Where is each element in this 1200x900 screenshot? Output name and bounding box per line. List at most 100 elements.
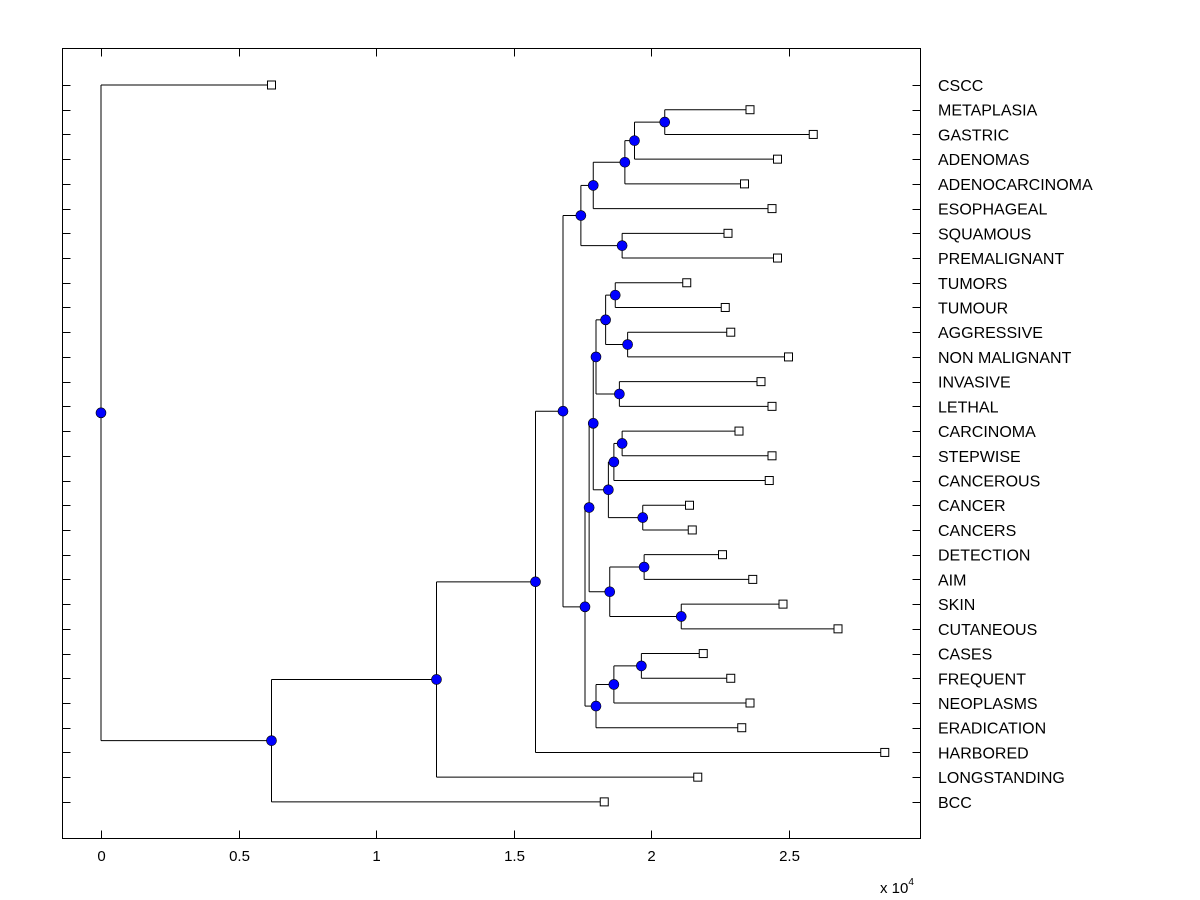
leaf-label: ADENOMAS [938,152,1030,169]
node-marker [636,660,647,672]
leaf-marker [734,426,744,436]
node-marker [583,502,595,513]
leaf-label: SKIN [938,597,975,614]
x-tick-label: 0.5 [229,848,250,865]
leaf-marker [720,302,730,312]
leaf-label: CANCEROUS [938,474,1040,491]
node-marker [608,679,620,690]
leaf-marker [764,476,774,486]
leaf-marker [767,451,777,461]
node-marker [266,735,277,746]
leaf-label: HARBORED [938,745,1029,762]
leaf-marker [726,327,736,337]
leaf-marker [693,772,703,782]
node-marker [600,314,611,326]
leaf-marker [745,698,755,708]
leaf-label: ESOPHAGEAL [938,202,1047,219]
leaf-label: NEOPLASMS [938,696,1038,713]
leaf-marker [740,179,749,189]
node-marker [619,156,631,168]
leaf-label: STEPWISE [938,449,1021,466]
node-marker [604,586,616,598]
dendrogram-leaves [267,80,890,807]
node-marker [675,611,687,622]
node-marker [616,240,628,251]
node-marker [579,601,591,613]
leaf-label: ADENOCARCINOMA [938,177,1093,194]
x-axis-multiplier-base: x 10 [880,880,908,897]
leaf-label: TUMOUR [938,300,1008,317]
node-marker [431,674,442,685]
leaf-marker [682,278,692,288]
leaf-marker [748,574,758,584]
node-marker [557,405,569,417]
leaf-marker [880,747,890,757]
x-tick-label: 1.5 [504,848,525,865]
leaf-marker [756,377,766,387]
node-marker [590,700,602,712]
node-marker [616,438,628,449]
node-marker [614,388,625,400]
node-marker [659,116,671,128]
leaf-marker [599,797,609,807]
leaf-label: BCC [938,795,972,812]
leaf-label: CUTANEOUS [938,622,1037,639]
leaf-label: SQUAMOUS [938,226,1031,243]
node-marker [530,576,541,588]
x-tick-label: 0 [97,848,105,865]
leaf-label: GASTRIC [938,127,1009,144]
x-tick-label: 2 [647,848,655,865]
leaf-marker [784,352,793,362]
node-marker [637,512,649,523]
node-marker [587,418,599,429]
dendrogram-nodes [95,116,687,746]
node-marker [590,351,602,363]
leaf-label: LONGSTANDING [938,770,1065,787]
node-marker [95,407,107,419]
leaf-marker [685,500,694,510]
x-axis-multiplier-exponent: 4 [908,877,914,888]
leaf-label: CANCERS [938,523,1016,540]
leaf-marker [745,105,755,115]
node-marker [638,561,650,573]
leaf-label: INVASIVE [938,375,1011,392]
leaf-label: LETHAL [938,399,999,416]
leaf-marker [808,129,818,139]
leaf-label: FREQUENT [938,671,1026,688]
leaf-marker [737,723,747,733]
leaf-label: DETECTION [938,548,1030,565]
leaf-marker [698,649,708,659]
leaf-marker [767,401,777,411]
leaf-marker [687,525,697,535]
leaf-marker [723,228,733,238]
x-axis-multiplier: x 104 [880,877,914,897]
node-marker [629,135,640,146]
node-marker [609,289,621,301]
leaf-marker [778,599,788,609]
leaf-marker [773,154,782,164]
leaf-marker [767,204,777,214]
x-tick-labels: 0 0.5 1 1.5 2 2.5 [97,848,800,865]
node-marker [608,456,620,468]
leaf-marker [833,624,843,634]
leaf-labels: CSCC METAPLASIA GASTRIC ADENOMAS ADENOCARCIN… [938,78,1093,812]
leaf-marker [267,80,276,90]
leaf-label: NON MALIGNANT [938,350,1072,367]
x-tick-label: 2.5 [779,848,800,865]
leaf-label: AIM [938,572,966,589]
node-marker [622,339,633,350]
x-tick-label: 1 [372,848,380,865]
node-marker [587,180,599,191]
dendrogram-branches [100,84,885,803]
leaf-marker [773,253,782,263]
leaf-marker [726,673,736,683]
plot-frame [62,48,921,839]
leaf-label: TUMORS [938,276,1007,293]
leaf-label: CSCC [938,78,983,95]
leaf-label: CANCER [938,498,1006,515]
node-marker [575,210,587,221]
leaf-label: AGGRESSIVE [938,325,1043,342]
leaf-marker [718,550,727,560]
leaf-label: CARCINOMA [938,424,1036,441]
leaf-label: CASES [938,647,992,664]
